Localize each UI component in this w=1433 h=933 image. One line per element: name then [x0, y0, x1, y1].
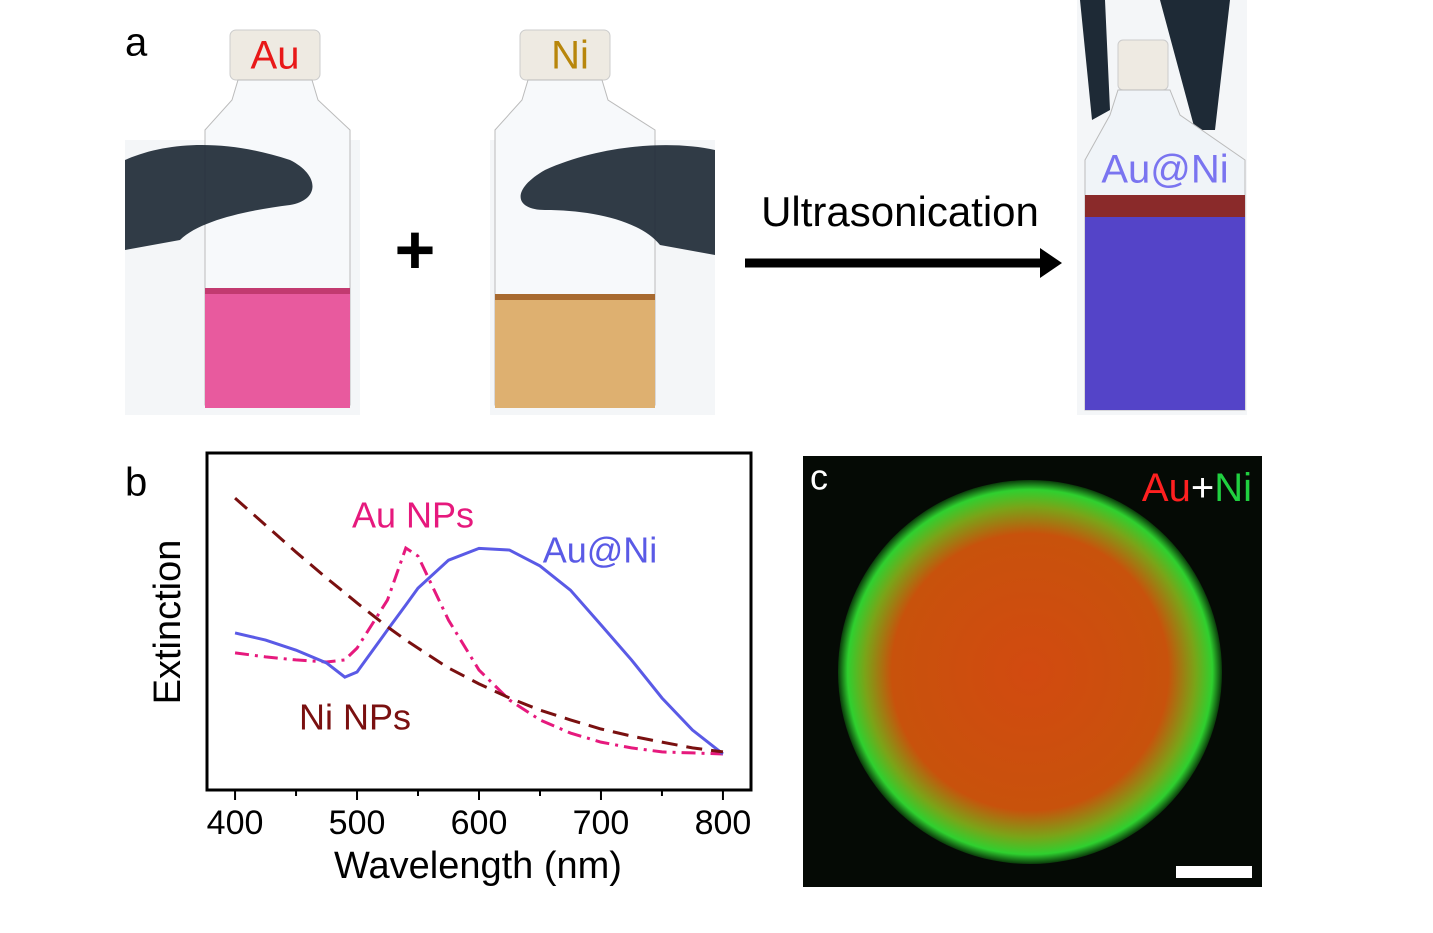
x-tick-label: 800 — [695, 804, 752, 842]
x-tick-label: 700 — [573, 804, 630, 842]
liquid — [205, 290, 350, 408]
panel-c: c Au+Ni — [803, 456, 1262, 887]
glove — [520, 145, 715, 255]
legend-au: Au — [1142, 466, 1191, 510]
y-axis-label: Extinction — [147, 540, 189, 705]
process-label: Ultrasonication — [761, 188, 1039, 235]
nanoparticle — [838, 480, 1222, 864]
glove — [1080, 0, 1230, 130]
plus-sign: + — [395, 210, 436, 288]
panel-b: b Wavelength (nm) Extinction 400 500 600 70… — [125, 451, 753, 887]
legend-plus: + — [1191, 466, 1214, 510]
panel-label: c — [810, 457, 828, 498]
panel-label: b — [125, 461, 147, 505]
liquid — [1085, 198, 1245, 410]
legend-label: Au@Ni — [543, 530, 658, 571]
x-axis-label: Wavelength (nm) — [334, 845, 622, 887]
glove — [125, 145, 313, 250]
x-tick-label: 600 — [451, 804, 508, 842]
liquid — [495, 298, 655, 408]
liquid-meniscus — [205, 288, 350, 294]
scale-bar — [1176, 866, 1252, 878]
arrow-head — [1040, 248, 1062, 278]
legend-ni: Ni — [1214, 466, 1252, 510]
bottle-cap — [1117, 39, 1169, 91]
bottle-label: Au@Ni — [1101, 148, 1228, 192]
liquid-meniscus — [495, 294, 655, 300]
legend: Au+Ni — [1142, 466, 1252, 510]
legend-label: Au NPs — [352, 495, 474, 536]
data-line — [234, 546, 724, 756]
x-tick-label: 400 — [207, 804, 264, 842]
bottle-label: Au — [251, 34, 300, 78]
legend-label: Ni NPs — [299, 697, 411, 738]
panel-a: a Au + Ni Ultrasonication Au@Ni — [125, 0, 1247, 415]
plot-frame — [205, 451, 753, 792]
panel-label: a — [125, 21, 148, 65]
x-tick-label: 500 — [329, 804, 386, 842]
bottle-label: Ni — [551, 34, 589, 78]
liquid-top — [1085, 195, 1245, 217]
